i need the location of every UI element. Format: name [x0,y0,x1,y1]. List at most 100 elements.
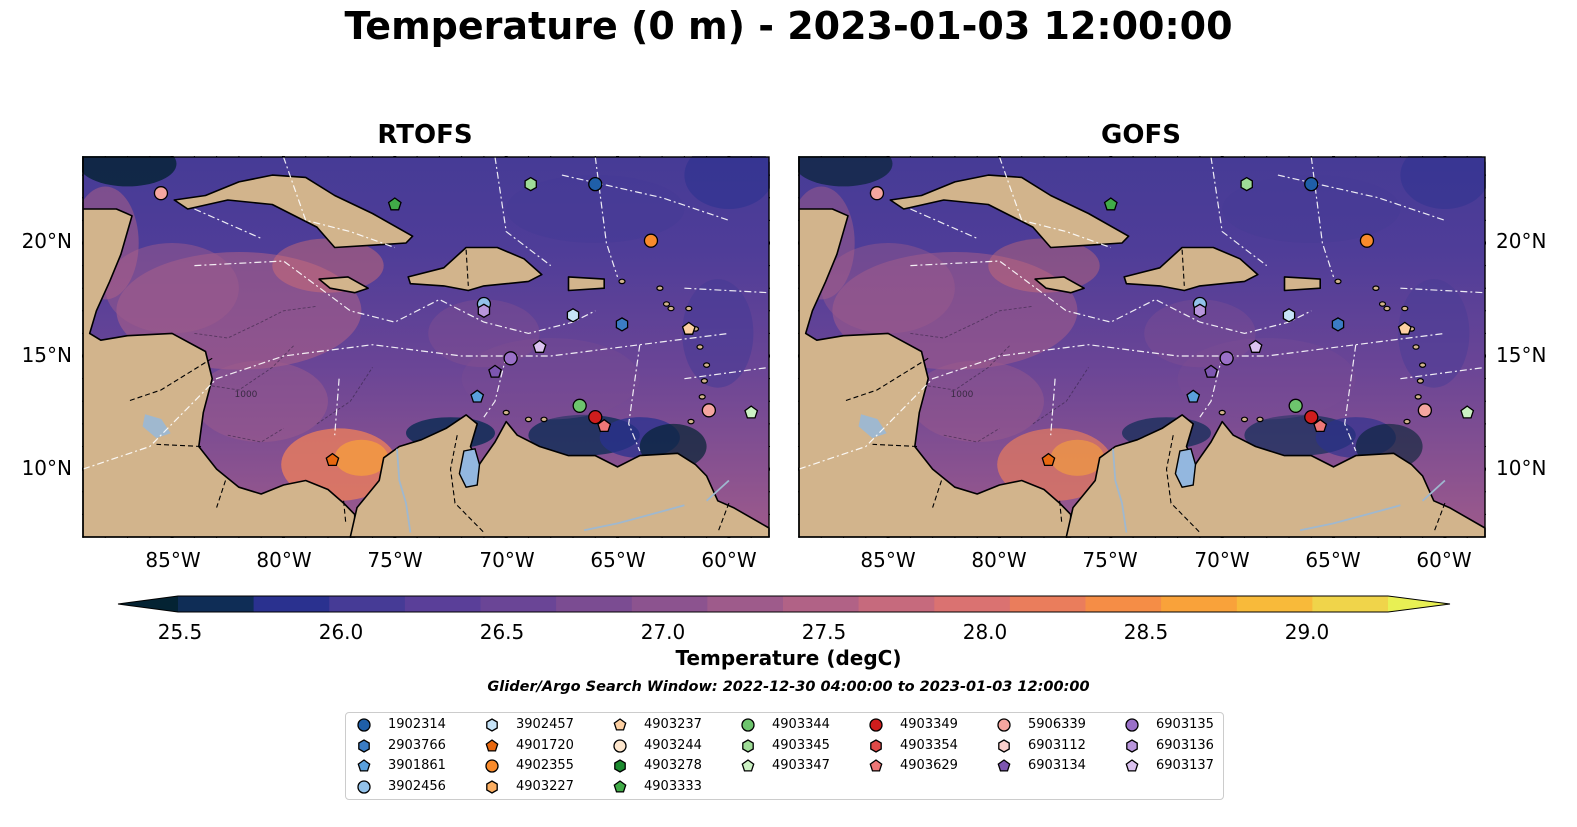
search-window-caption: Glider/Argo Search Window: 2022-12-30 04… [487,679,1090,695]
legend-label: 1902314 [388,717,446,732]
float-marker-4903349 [588,409,603,425]
lon-tick-left: 85°W [145,548,201,572]
legend-marker-hexagon [358,738,370,753]
legend-marker-pentagon [485,738,499,752]
map-panel-gofs: 1000 [798,156,1486,538]
colorbar-swatch [1085,596,1162,612]
colorbar-tick: 27.5 [801,620,847,644]
float-marker-2903766 [1331,317,1345,332]
float-marker-1902314 [1304,176,1319,192]
legend-label: 6903136 [1156,737,1214,753]
figure-title: Temperature (0 m) - 2023-01-03 12:00:00 [344,4,1233,48]
legend-label: 3902457 [516,717,574,732]
map-panel-rtofs: 1000 [82,156,770,538]
colorbar-swatch [1312,596,1389,612]
colorbar-swatch [480,596,557,612]
colorbar-swatch [1009,596,1087,612]
colorbar-swatch [858,596,935,612]
float-legend: 1902314 2903766 3901861 3902456 3902457 49017… [345,712,1224,800]
lat-tick-right: 20°N [1496,229,1547,253]
legend-label: 4903244 [644,737,702,753]
colorbar-tick: 25.5 [157,620,203,644]
legend-marker-circle [357,779,371,794]
legend-marker-pentagon [1125,759,1139,772]
float-marker-6903135 [1219,351,1234,366]
legend-label: 4903629 [900,758,958,773]
float-marker-1902314 [588,176,603,192]
colorbar-tick: 27.0 [640,620,686,644]
bathymetry-contours [887,305,1089,443]
legend-label: 4903349 [900,717,958,732]
float-marker-4903237 [1397,321,1412,335]
lon-tick-right: 60°W [1416,548,1472,572]
map-frame [798,156,1486,538]
inland-water [858,414,1446,533]
legend-label: 4903333 [644,778,702,794]
legend-marker-circle [869,718,883,732]
colorbar-swatch [404,596,482,612]
legend-label: 2903766 [388,737,446,753]
colorbar-extend-max [1388,596,1450,612]
legend-marker-circle [1125,718,1139,732]
legend-label: 5906339 [1028,717,1086,732]
float-marker-3902457 [566,308,580,323]
legend-marker-pentagon [613,718,627,731]
lon-tick-left: 65°W [590,548,646,572]
float-marker-6903137 [532,339,547,353]
colorbar-tick: 26.0 [318,620,364,644]
legend-label: 4903354 [900,737,958,753]
lat-tick-left: 20°N [21,229,72,253]
float-marker-5906339 [869,186,885,201]
contour-label: 1000 [951,390,974,400]
float-marker-4903344 [1288,398,1303,413]
legend-marker-circle [741,718,755,732]
inland-water [142,414,730,533]
float-marker-4903333 [387,197,402,211]
legend-marker-circle [485,759,499,773]
axis-ticks [82,156,770,538]
legend-label: 4901720 [516,737,574,753]
legend-marker-pentagon [613,779,627,793]
colorbar-swatch [783,596,860,612]
float-marker-5906339 [153,186,169,201]
float-markers [153,176,759,467]
float-marker-6903137 [1248,339,1263,353]
float-marker-4903629 [1313,418,1328,433]
legend-marker-circle [613,738,627,753]
legend-marker-hexagon [870,738,882,753]
legend-marker-hexagon [742,738,754,753]
lat-tick-right: 15°N [1496,343,1547,367]
legend-marker-pentagon [357,759,371,772]
lon-tick-left: 80°W [256,548,312,572]
lon-tick-right: 65°W [1305,548,1361,572]
colorbar-swatch [1236,596,1313,612]
legend-label: 3902456 [388,778,446,794]
float-marker-4903629 [597,418,612,433]
colorbar-tick: 28.5 [1123,620,1169,644]
legend-label: 6903137 [1156,758,1214,773]
lon-tick-right: 85°W [860,548,916,572]
legend-label: 4903347 [772,758,830,773]
colorbar-swatch [329,596,406,612]
float-marker-3902457 [1282,308,1296,323]
float-marker-2903766 [615,317,629,332]
float-marker-4903347 [744,405,759,419]
colorbar-label: Temperature (degC) [675,646,902,670]
float-marker-4902355 [1359,233,1375,248]
lat-tick-left: 10°N [21,456,72,480]
panel-title-gofs: GOFS [1101,120,1181,150]
lat-tick-right: 10°N [1496,456,1547,480]
colorbar-swatch [178,596,255,612]
lon-tick-left: 60°W [701,548,757,572]
float-marker-4903347 [1460,405,1475,419]
legend-marker-hexagon [486,718,498,732]
lon-tick-right: 75°W [1082,548,1138,572]
legend-marker-hexagon [1126,738,1138,753]
float-marker-6903134 [488,364,502,378]
colorbar-swatch [707,596,784,612]
lon-tick-right: 80°W [971,548,1027,572]
eez-boundaries [82,156,770,470]
colorbar-swatch [1161,596,1238,612]
float-marker-4902355 [643,233,659,248]
colorbar-extend-min [118,596,178,612]
